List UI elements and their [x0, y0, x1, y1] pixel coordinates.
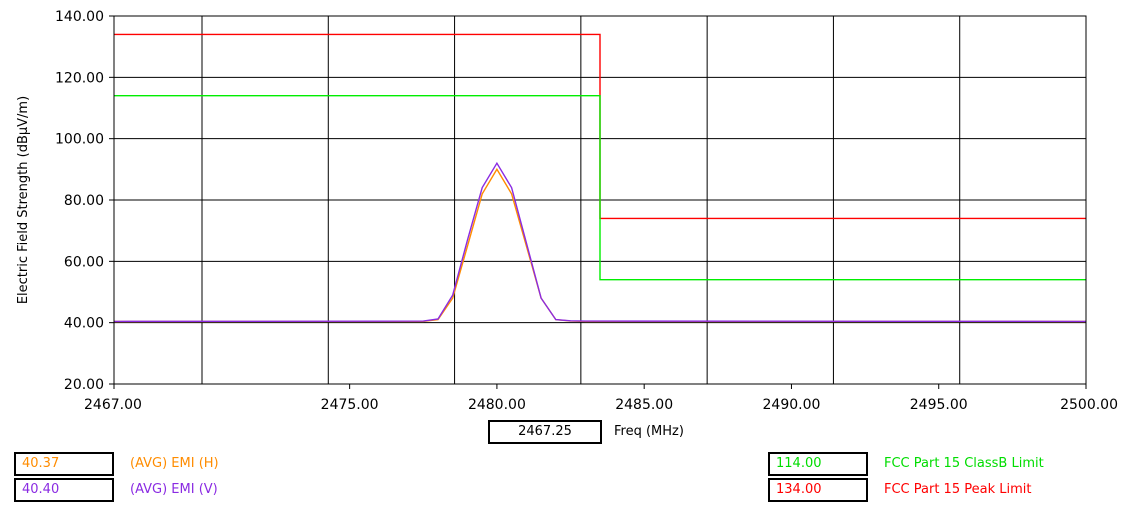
legend-label-classb-limit: FCC Part 15 ClassB Limit [884, 456, 1044, 471]
x-axis-title: Freq (MHz) [614, 424, 684, 439]
x-tick-label: 2480.00 [468, 397, 526, 413]
emi-chart: 2467.00 2475.00 2480.00 2485.00 2490.00 2495.… [16, 9, 1118, 413]
x-tick-label: 2490.00 [763, 397, 821, 413]
legend-value-peak-limit[interactable]: 134.00 [768, 478, 868, 502]
y-tick-label: 60.00 [64, 254, 104, 270]
legend-item-peak-limit: 134.00 FCC Part 15 Peak Limit [768, 478, 1031, 502]
legend-value-classb-limit[interactable]: 114.00 [768, 452, 868, 476]
x-tick-label: 2467.00 [84, 397, 142, 413]
series-line-1 [114, 94, 1086, 281]
y-axis-title: Electric Field Strength (dBµV/m) [16, 96, 31, 304]
cursor-frequency-field[interactable]: 2467.25 [488, 420, 602, 444]
x-tick-label: 2495.00 [910, 397, 968, 413]
y-tick-label: 40.00 [64, 316, 104, 332]
legend-item-classb-limit: 114.00 FCC Part 15 ClassB Limit [768, 452, 1044, 476]
series-layer [113, 33, 1087, 323]
legend-item-emi-h: 40.37 (AVG) EMI (H) [14, 452, 219, 476]
y-tick-label: 80.00 [64, 193, 104, 209]
legend-label-peak-limit: FCC Part 15 Peak Limit [884, 482, 1032, 497]
series-line-3 [113, 161, 1087, 323]
y-axis: 20.00 40.00 60.00 80.00 100.00 120.00 140.00 [55, 9, 114, 393]
legend-label-emi-h: (AVG) EMI (H) [130, 456, 219, 471]
y-tick-label: 20.00 [64, 377, 104, 393]
legend-value-emi-h[interactable]: 40.37 [14, 452, 114, 476]
legend-item-emi-v: 40.40 (AVG) EMI (V) [14, 478, 218, 502]
legend-value-emi-v[interactable]: 40.40 [14, 478, 114, 502]
x-tick-label: 2500.00 [1060, 397, 1118, 413]
y-tick-label: 120.00 [55, 70, 104, 86]
x-tick-label: 2485.00 [615, 397, 673, 413]
x-tick-label: 2475.00 [321, 397, 379, 413]
x-axis: 2467.00 2475.00 2480.00 2485.00 2490.00 2495.… [84, 384, 1118, 413]
legend-label-emi-v: (AVG) EMI (V) [130, 482, 218, 497]
y-tick-label: 140.00 [55, 9, 104, 25]
y-tick-label: 100.00 [55, 132, 104, 148]
